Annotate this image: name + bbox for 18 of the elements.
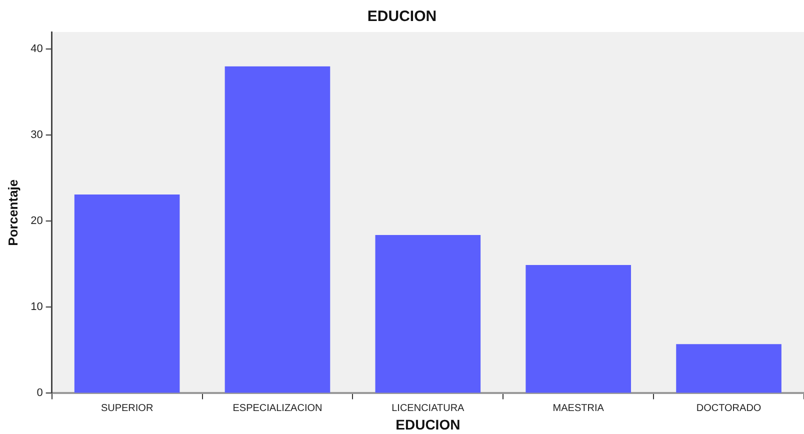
y-axis-title: Porcentaje xyxy=(5,179,20,246)
bar xyxy=(74,194,180,393)
bar xyxy=(526,265,631,393)
x-tick-label: MAESTRIA xyxy=(552,402,604,414)
y-tick-label: 30 xyxy=(30,129,43,142)
x-tick-label: SUPERIOR xyxy=(100,402,154,414)
x-tick-label: ESPECIALIZACION xyxy=(232,402,322,414)
bar xyxy=(375,234,481,393)
y-tick-label: 40 xyxy=(30,43,43,56)
y-tick-label: 20 xyxy=(30,215,43,228)
y-tick-label: 0 xyxy=(36,387,43,400)
bar xyxy=(224,66,330,393)
x-axis-title: EDUCION xyxy=(396,416,460,432)
x-tick-label: DOCTORADO xyxy=(696,402,762,414)
x-tick-label: LICENCIATURA xyxy=(392,402,465,414)
chart-title: EDUCION xyxy=(367,8,437,26)
bar xyxy=(676,344,782,393)
y-tick-label: 10 xyxy=(30,301,43,314)
